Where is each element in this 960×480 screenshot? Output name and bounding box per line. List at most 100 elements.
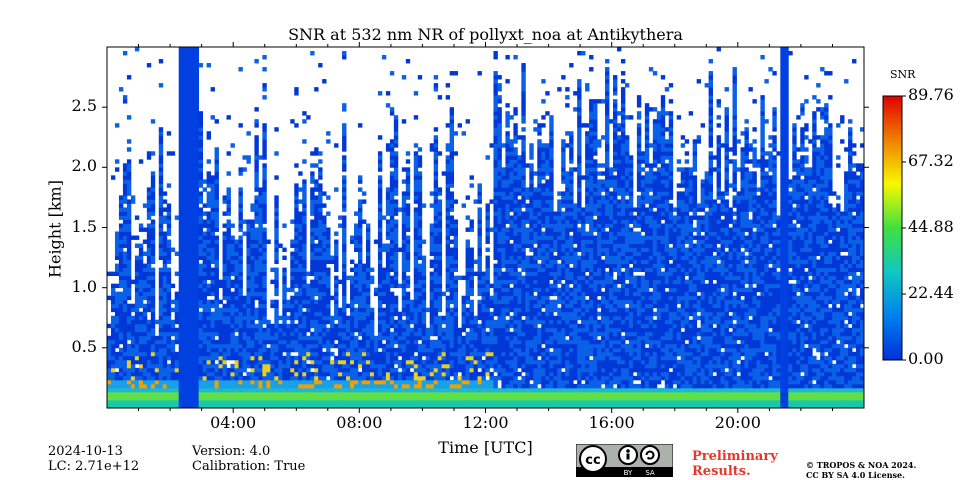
heatmap-cell (401, 339, 407, 345)
heatmap-cell (206, 403, 211, 408)
heatmap-cell (346, 347, 351, 353)
heatmap-cell (429, 391, 435, 397)
heatmap-cell (417, 187, 423, 192)
heatmap-cell (358, 331, 363, 337)
heatmap-cell (178, 315, 184, 321)
heatmap-cell (413, 195, 419, 200)
heatmap-cell (361, 299, 367, 305)
heatmap-cell (381, 391, 387, 397)
heatmap-cell (126, 183, 132, 188)
heatmap-cell (445, 247, 451, 252)
heatmap-cell (409, 391, 415, 397)
heatmap-cell (146, 283, 152, 289)
heatmap-cell (226, 403, 231, 408)
heatmap-cell (118, 319, 124, 325)
heatmap-cell (377, 255, 383, 260)
heatmap-cell (377, 339, 383, 345)
heatmap-cell (334, 187, 339, 192)
heatmap-cell (226, 291, 231, 297)
heatmap-cell (465, 387, 470, 393)
heatmap-cell (429, 323, 435, 329)
heatmap-cell (465, 311, 470, 317)
heatmap-cell (206, 183, 211, 188)
heatmap-cell (238, 239, 243, 244)
heatmap-cell (290, 283, 295, 289)
heatmap-cell (158, 59, 164, 64)
heatmap-cell (361, 367, 367, 373)
heatmap-cell (182, 111, 188, 116)
heatmap-cell (178, 219, 184, 224)
heatmap-cell (262, 379, 267, 385)
heatmap-cell (182, 287, 188, 293)
heatmap-cell (194, 355, 200, 361)
heatmap-cell (369, 363, 375, 369)
heatmap-cell (413, 319, 419, 325)
heatmap-cell (501, 255, 506, 260)
heatmap-cell (409, 303, 415, 309)
heatmap-cell (310, 403, 315, 408)
heatmap-cell (318, 259, 323, 264)
heatmap-cell (350, 367, 355, 373)
heatmap-cell (322, 359, 327, 365)
heatmap-cell (437, 359, 443, 365)
heatmap-cell (377, 211, 383, 216)
heatmap-cell (238, 259, 243, 264)
heatmap-cell (493, 387, 498, 393)
heatmap-cell (166, 151, 172, 156)
heatmap-cell (306, 399, 311, 405)
heatmap-cell (258, 231, 263, 236)
heatmap-cell (150, 175, 156, 180)
heatmap-cell (425, 351, 431, 357)
heatmap-cell (142, 391, 148, 397)
heatmap-cell (445, 271, 451, 277)
heatmap-cell (122, 99, 128, 104)
heatmap-cell (306, 335, 311, 341)
heatmap-cell (262, 319, 267, 325)
heatmap-cell (286, 395, 291, 401)
heatmap-cell (385, 315, 391, 321)
heatmap-cell (413, 307, 419, 313)
heatmap-cell (134, 343, 140, 349)
heatmap-cell (405, 175, 411, 180)
heatmap-cell (158, 83, 164, 88)
heatmap-cell (469, 347, 474, 353)
heatmap-cell (318, 183, 323, 188)
heatmap-cell (158, 159, 164, 164)
heatmap-cell (306, 363, 311, 369)
heatmap-cell (270, 367, 275, 373)
heatmap-cell (469, 319, 474, 325)
heatmap-cell (262, 283, 267, 289)
heatmap-cell (354, 327, 359, 333)
heatmap-cell (469, 363, 474, 369)
heatmap-cell (302, 251, 307, 256)
heatmap-cell (465, 323, 470, 329)
heatmap-cell (186, 291, 192, 297)
heatmap-cell (369, 383, 375, 389)
heatmap-cell (437, 375, 443, 381)
heatmap-cell (505, 263, 510, 269)
heatmap-cell (194, 399, 200, 405)
heatmap-cell (429, 235, 435, 240)
heatmap-cell (318, 295, 323, 301)
heatmap-cell (274, 287, 279, 293)
heatmap-cell (493, 91, 498, 96)
heatmap-cell (126, 279, 132, 285)
heatmap-cell (294, 291, 299, 297)
heatmap-cell (441, 335, 447, 341)
heatmap-cell (210, 311, 215, 317)
heatmap-cell (258, 267, 263, 273)
heatmap-cell (162, 395, 168, 401)
heatmap-cell (421, 391, 427, 397)
heatmap-cell (326, 235, 331, 240)
heatmap-cell (377, 263, 383, 269)
heatmap-cell (373, 367, 379, 373)
heatmap-cell (429, 375, 435, 381)
heatmap-cell (354, 367, 359, 373)
heatmap-cell (373, 363, 379, 369)
heatmap-cell (250, 263, 255, 269)
heatmap-cell (178, 295, 184, 301)
heatmap-cell (405, 303, 411, 309)
heatmap-cell (302, 335, 307, 341)
heatmap-cell (449, 163, 455, 168)
heatmap-cell (130, 379, 136, 385)
